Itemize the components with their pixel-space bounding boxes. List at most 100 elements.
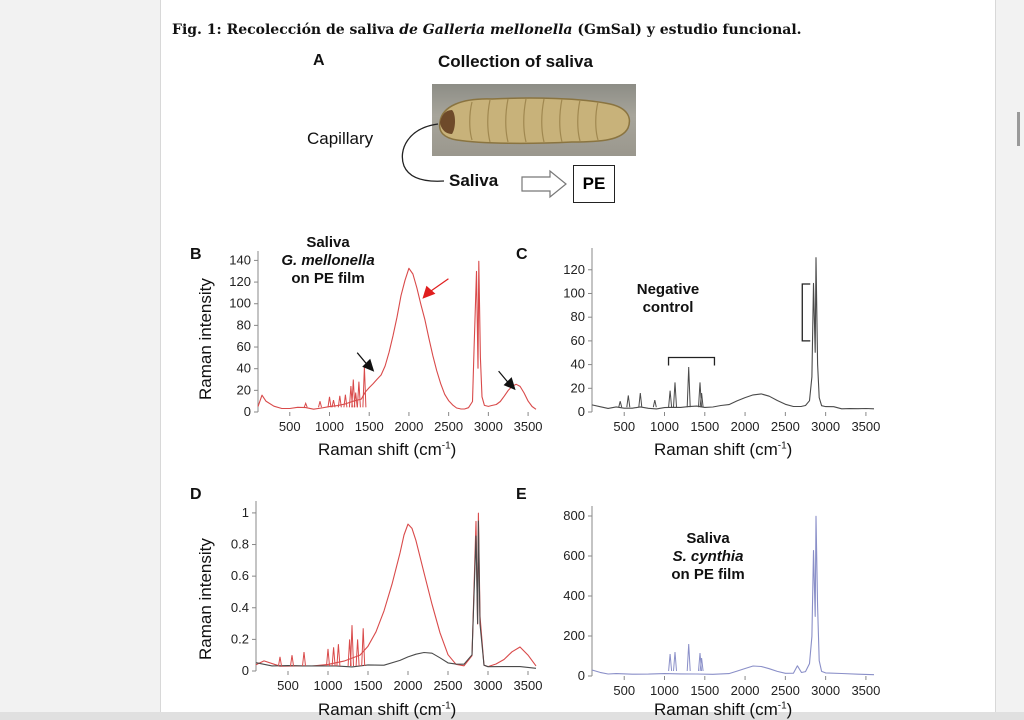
spectrum-peak <box>290 655 294 667</box>
panel-letter-a: A <box>313 52 325 69</box>
x-tick-label: 2000 <box>394 678 423 693</box>
panel-c-xlabel: Raman shift (cm-1) <box>654 440 793 459</box>
panel-letter-d: D <box>190 486 202 503</box>
spectrum-peak <box>331 647 336 667</box>
y-tick-label: 0 <box>244 404 251 419</box>
spectrum-peak <box>673 651 677 672</box>
y-tick-label: 120 <box>229 274 251 289</box>
x-tick-label: 3500 <box>851 419 880 434</box>
spectrum-peak <box>699 657 704 672</box>
spectrum-peak <box>626 395 631 408</box>
spectrum-peak <box>336 644 341 667</box>
y-tick-label: 80 <box>571 309 585 324</box>
spectrum-peak <box>356 381 361 408</box>
x-tick-label: 3000 <box>474 678 503 693</box>
y-tick-label: 0 <box>578 404 585 419</box>
y-tick-label: 0.6 <box>231 568 249 583</box>
y-tick-label: 0.4 <box>231 600 249 615</box>
capillary-label: Capillary <box>307 129 374 148</box>
arrow-head <box>503 377 516 391</box>
x-tick-label: 1500 <box>354 678 383 693</box>
x-tick-label: 2500 <box>771 419 800 434</box>
figure-title-suffix: (GmSal) y estudio funcional. <box>572 22 802 38</box>
spectrum-series-line <box>591 257 875 410</box>
x-tick-label: 2000 <box>731 683 760 698</box>
spectrum-peak <box>303 401 308 408</box>
y-tick-label: 200 <box>563 628 585 643</box>
panel-b-xlabel: Raman shift (cm-1) <box>318 440 457 459</box>
spectrum-peak <box>337 395 342 408</box>
panel-e-xlabel: Raman shift (cm-1) <box>654 700 793 719</box>
y-tick-label: 0 <box>242 663 249 678</box>
region-bracket-horizontal <box>667 356 716 366</box>
pe-box: PE <box>573 165 615 203</box>
panel-a-heading: Collection of saliva <box>438 52 593 71</box>
figure-title-italic: de Galleria mellonella <box>399 22 573 38</box>
larva-photo <box>432 84 636 156</box>
figure-title-prefix: Fig. 1: Recolección de saliva <box>172 22 400 38</box>
spectrum-peak <box>668 653 673 672</box>
spectrum-peak <box>327 396 332 408</box>
arrow-head <box>422 285 436 299</box>
x-tick-label: 1000 <box>650 419 679 434</box>
x-tick-label: 2500 <box>771 683 800 698</box>
spectrum-series-line <box>255 520 537 669</box>
spectrum-peak <box>618 401 623 408</box>
x-tick-label: 3500 <box>514 678 543 693</box>
panel-e-annotation: Saliva S. cynthia on PE film <box>671 530 745 583</box>
spectrum-peak <box>278 656 282 667</box>
x-tick-label: 500 <box>279 419 301 434</box>
panel-c-annotation: Negative control <box>636 281 700 316</box>
y-tick-label: 400 <box>563 588 585 603</box>
x-tick-label: 1500 <box>690 683 719 698</box>
x-tick-label: 2500 <box>434 678 463 693</box>
x-tick-label: 500 <box>613 419 635 434</box>
bottom-bar <box>0 712 1024 720</box>
x-tick-label: 3000 <box>811 419 840 434</box>
arrow-shaft <box>356 352 368 366</box>
y-tick-label: 20 <box>571 380 585 395</box>
pe-label: PE <box>582 174 606 193</box>
y-tick-label: 100 <box>563 285 585 300</box>
y-tick-label: 20 <box>237 382 251 397</box>
black-arrow-icon <box>356 352 375 372</box>
y-tick-label: 80 <box>237 317 251 332</box>
spectrum-peak <box>351 379 356 408</box>
panel-letter-e: E <box>516 486 527 503</box>
arrow-shaft <box>428 278 449 294</box>
panel-letter-b: B <box>190 246 202 263</box>
spectrum-peak <box>353 392 358 408</box>
spectrum-peak <box>302 651 306 667</box>
side-scroll-mark[interactable] <box>1017 112 1020 146</box>
red-arrow-icon <box>422 278 449 299</box>
panel-letter-c: C <box>516 246 528 263</box>
black-arrow-icon <box>498 370 516 391</box>
y-tick-label: 120 <box>563 262 585 277</box>
y-tick-label: 0.8 <box>231 537 249 552</box>
spectrum-peak <box>355 639 360 667</box>
y-tick-label: 140 <box>229 252 251 267</box>
y-tick-label: 800 <box>563 508 585 523</box>
y-tick-label: 60 <box>571 333 585 348</box>
panel-d-xlabel: Raman shift (cm-1) <box>318 700 457 719</box>
figure-title: Fig. 1: Recolección de saliva de Galleri… <box>172 22 802 38</box>
y-tick-label: 60 <box>237 339 251 354</box>
region-bracket-vertical <box>801 283 811 342</box>
spectrum-peak <box>350 625 354 667</box>
x-tick-label: 3000 <box>811 683 840 698</box>
y-tick-label: 40 <box>571 357 585 372</box>
spectrum-peak <box>318 401 322 408</box>
process-arrow-icon <box>521 169 567 199</box>
spectrum-peak <box>331 399 336 408</box>
spectrum-peak <box>638 392 643 408</box>
capillary-line <box>401 123 445 182</box>
y-tick-label: 100 <box>229 296 251 311</box>
x-tick-label: 500 <box>277 678 299 693</box>
spectrum-peak <box>686 366 691 408</box>
x-tick-label: 500 <box>613 683 635 698</box>
